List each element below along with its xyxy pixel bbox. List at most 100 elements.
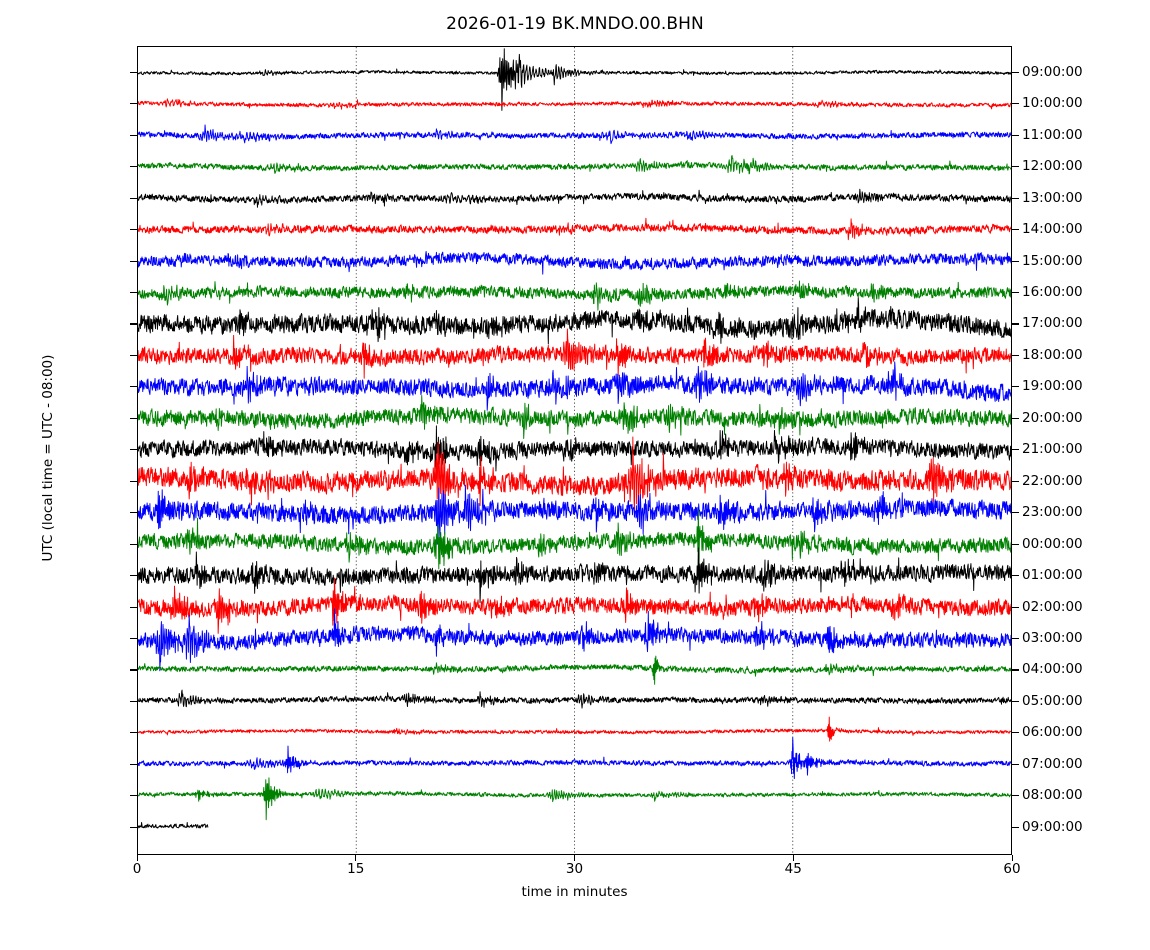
y-axis-left-tick-mark [130,260,137,262]
y-axis-right-tick-mark [1012,260,1019,262]
plot-axes-frame [137,46,1012,855]
trace-row-24 [138,821,209,829]
y-axis-left-tick-mark [130,197,137,199]
x-axis-tick-label: 15 [347,861,365,877]
y-axis-right-tick-label: 06:00:00 [1022,724,1083,741]
seismogram-traces [138,48,1011,829]
trace-row-20 [138,689,1011,709]
y-axis-right-tick-label: 23:00:00 [1022,504,1083,521]
trace-row-18 [138,608,1011,672]
y-axis-right-tick-label: 07:00:00 [1022,755,1083,772]
y-axis-left-tick-mark [130,71,137,73]
trace-row-17 [138,577,1011,634]
trace-row-9 [138,328,1011,379]
y-axis-right-tick-mark [1012,826,1019,828]
y-axis-left-tick-mark [130,795,137,797]
y-axis-left-tick-mark [130,543,137,545]
y-axis-right-tick-label: 05:00:00 [1022,692,1083,709]
y-axis-left-tick-mark [130,575,137,577]
trace-row-19 [138,655,1011,685]
y-axis-right-tick-mark [1012,449,1019,451]
y-axis-right-tick-mark [1012,291,1019,294]
y-axis-right-tick-mark [1012,637,1019,640]
y-axis-right-tick-label: 22:00:00 [1022,472,1083,489]
trace-row-5 [138,217,1011,241]
y-axis-right-tick-mark [1012,512,1019,514]
y-axis-right-tick-mark [1012,543,1019,545]
y-axis-left-tick-mark [130,291,137,294]
y-axis-left-tick-mark [130,637,137,640]
trace-row-21 [138,716,1011,742]
y-axis-left-tick-mark [130,763,137,765]
y-axis-right-tick-mark [1012,386,1019,388]
y-axis-left-tick-mark [130,417,137,419]
y-axis-right-tick-label: 17:00:00 [1022,315,1083,332]
y-axis-right-tick-label: 03:00:00 [1022,629,1083,646]
trace-row-14 [138,484,1011,545]
x-axis-tick-label: 45 [784,861,802,877]
y-axis-right-tick-mark [1012,606,1019,608]
trace-row-15 [138,509,1011,570]
x-axis-tick-label: 30 [565,861,584,877]
page-title: 2026-01-19 BK.MNDO.00.BHN [446,14,704,34]
x-axis-tick-mark [792,855,794,861]
y-axis-left-tick-mark [130,512,137,514]
trace-row-13 [138,436,1011,512]
x-axis-tick-mark [136,855,138,861]
y-axis-right-tick-label: 09:00:00 [1022,818,1083,835]
trace-row-1 [138,98,1011,110]
trace-row-22 [138,737,1011,780]
y-axis-right-tick-label: 02:00:00 [1022,598,1083,615]
y-axis-right-tick-mark [1012,795,1019,797]
y-axis-left-tick-mark [130,700,137,702]
y-axis-right-tick-mark [1012,197,1019,199]
y-axis-left-tick-mark [130,229,137,231]
y-axis-right-tick-mark [1012,166,1019,168]
y-axis-right-tick-mark [1012,229,1019,231]
y-axis-right-tick-mark [1012,732,1019,734]
trace-row-8 [138,297,1011,345]
y-axis-right-tick-mark [1012,103,1019,105]
trace-row-11 [138,395,1011,439]
y-axis-left-tick-mark [130,669,137,671]
x-axis-tick-mark [1011,855,1013,861]
y-axis-left-tick-mark [130,354,137,356]
y-axis-right-tick-label: 11:00:00 [1022,126,1083,143]
y-axis-right-tick-label: 01:00:00 [1022,567,1083,584]
y-axis-right-tick-mark [1012,575,1019,577]
y-axis-right-tick-label: 21:00:00 [1022,441,1083,458]
y-axis-right-tick-label: 09:00:00 [1022,63,1083,80]
y-axis-right-tick-mark [1012,71,1019,73]
trace-row-7 [138,280,1011,311]
trace-row-0 [138,48,1011,111]
y-axis-right-tick-label: 04:00:00 [1022,661,1083,678]
trace-row-4 [138,188,1011,208]
y-axis-left-tick-mark [130,732,137,734]
y-axis-left-tick-mark [130,386,137,388]
x-axis-tick-mark [574,855,576,861]
x-axis-label: time in minutes [521,884,628,900]
x-axis-tick-label: 0 [132,861,142,877]
x-axis-tick-label: 60 [1003,861,1021,877]
trace-row-6 [138,250,1011,275]
y-axis-right-tick-mark [1012,323,1019,325]
y-axis-right-tick-mark [1012,417,1019,419]
trace-row-16 [138,547,1011,604]
y-axis-right-tick-label: 19:00:00 [1022,378,1083,395]
trace-row-23 [138,777,1011,821]
y-axis-label: UTC (local time = UTC - 08:00) [40,354,56,562]
y-axis-right-tick-mark [1012,480,1019,482]
gridlines [355,47,794,854]
trace-row-10 [138,361,1011,411]
trace-row-3 [138,155,1011,175]
y-axis-left-tick-mark [130,480,137,482]
y-axis-right-tick-mark [1012,134,1019,136]
y-axis-left-tick-mark [130,826,137,828]
trace-row-2 [138,124,1011,145]
y-axis-right-tick-mark [1012,354,1019,356]
y-axis-right-tick-label: 08:00:00 [1022,787,1083,804]
y-axis-left-tick-mark [130,323,137,325]
y-axis-right-tick-label: 13:00:00 [1022,189,1083,206]
y-axis-right-tick-mark [1012,700,1019,702]
